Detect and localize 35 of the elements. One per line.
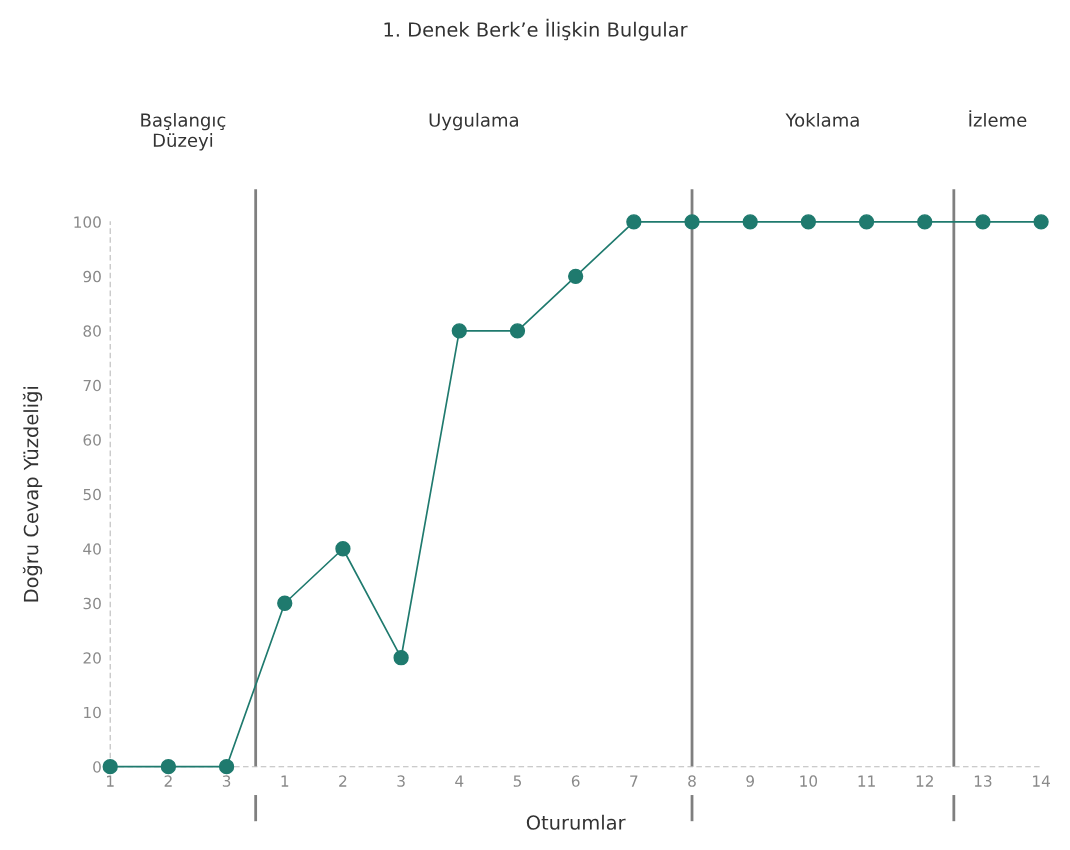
x-tick-label: 1: [281, 775, 289, 787]
text: Başlangıç Düzeyi: [141, 112, 226, 151]
x-tick-label: 7: [630, 775, 638, 787]
text: Yoklama: [785, 112, 859, 127]
y-tick-label: 60: [83, 434, 101, 446]
y-tick-label: 40: [83, 543, 101, 555]
x-tick-label: 1: [107, 775, 114, 787]
x-tick-label: 3: [222, 775, 231, 787]
y-axis-title: Doğru Cevap Yüzdeliği: [22, 386, 43, 602]
y-tick-label: 20: [83, 652, 101, 664]
x-tick-label: 14: [1033, 775, 1050, 787]
y-tick-label: 70: [83, 379, 101, 392]
chart-title: 1. Denek Berk’e İlişkin Bulgular: [384, 18, 688, 41]
y-tick-label: 0: [93, 761, 101, 773]
x-tick-label: 8: [688, 775, 696, 787]
y-tick-label: 50: [83, 488, 101, 501]
x-tick-label: 2: [164, 775, 172, 787]
y-tick-label: 80: [83, 325, 101, 337]
x-tick-label: 6: [571, 775, 580, 787]
y-tick-label: 10: [84, 706, 101, 719]
x-tick-label: 11: [858, 775, 875, 787]
y-tick-label: 30: [83, 597, 101, 610]
y-tick-label: 90: [83, 270, 101, 283]
text: Uygulama: [429, 112, 518, 131]
text: İzleme: [969, 110, 1027, 127]
x-tick-label: 13: [974, 775, 992, 787]
x-tick-label: 9: [746, 775, 754, 787]
x-tick-label: 12: [916, 775, 933, 787]
x-tick-label: 3: [397, 775, 405, 787]
x-tick-label: 2: [339, 775, 347, 787]
x-tick-label: 4: [455, 775, 464, 787]
y-tick-label: 100: [74, 216, 101, 228]
x-tick-label: 10: [800, 775, 818, 787]
x-tick-label: 5: [513, 775, 521, 787]
x-axis-title: Oturumlar: [526, 814, 626, 830]
